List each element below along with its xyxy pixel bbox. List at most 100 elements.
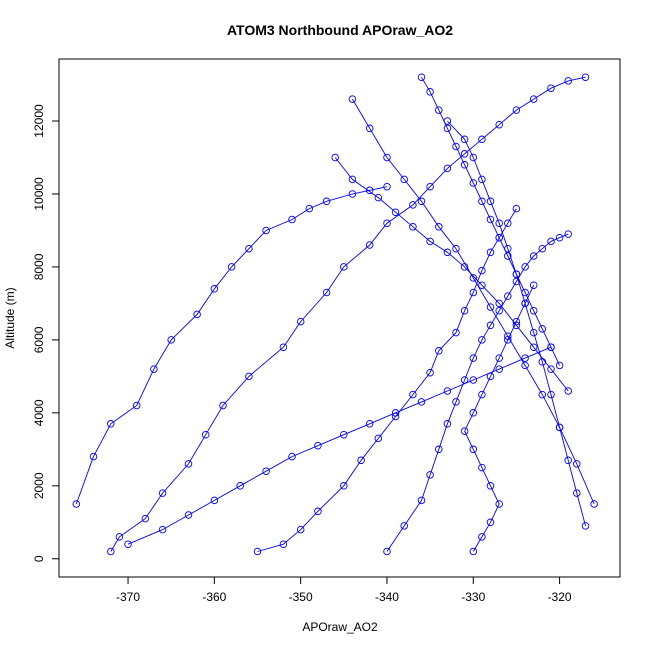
data-point [322, 288, 331, 297]
data-point [443, 164, 452, 173]
data-point [495, 219, 503, 227]
data-point [512, 270, 521, 278]
data-point [521, 263, 529, 271]
data-point [158, 489, 167, 497]
data-point [529, 95, 538, 103]
data-point [529, 281, 538, 289]
data-point [409, 390, 417, 399]
data-point [279, 540, 288, 548]
data-point [288, 215, 296, 224]
data-point [417, 496, 426, 505]
data-point [383, 219, 391, 227]
data-point [478, 281, 486, 289]
data-point [288, 452, 296, 461]
data-point [409, 223, 417, 231]
data-point [564, 456, 572, 465]
data-point [314, 441, 322, 450]
data-point [495, 299, 503, 308]
series-line-5 [352, 98, 595, 505]
data-point [486, 197, 495, 206]
y-tick-label: 0 [32, 555, 46, 562]
data-point [469, 288, 478, 297]
x-axis: -370 -360 -350 -340 -330 -320 [116, 576, 572, 604]
data-point [184, 460, 193, 468]
data-point [314, 507, 322, 516]
data-point [426, 182, 434, 191]
data-point [478, 533, 486, 541]
data-point [469, 354, 478, 362]
data-point [383, 153, 391, 162]
data-point [409, 201, 417, 209]
data-point [443, 124, 452, 133]
data-point [383, 547, 391, 556]
data-point [443, 420, 452, 428]
data-point [236, 482, 244, 490]
series-line-2 [257, 208, 517, 552]
data-point [201, 430, 210, 439]
data-point [555, 233, 564, 242]
chart-title: ATOM3 Northbound APOraw_AO2 [227, 22, 453, 38]
x-tick-label: -340 [375, 590, 399, 604]
data-point [521, 299, 529, 308]
data-point [158, 525, 167, 534]
x-tick-label: -350 [289, 590, 313, 604]
data-point [435, 347, 443, 355]
data-point [245, 372, 253, 381]
data-point [478, 390, 486, 399]
data-point [469, 409, 478, 417]
data-point [495, 120, 503, 129]
data-point [219, 401, 227, 410]
data-point [426, 237, 434, 246]
series-line-8 [464, 285, 535, 552]
data-point [132, 401, 141, 410]
data-point [435, 223, 443, 231]
data-point [504, 219, 512, 227]
data-point [400, 522, 408, 530]
data-point [167, 336, 175, 344]
data-point [245, 244, 253, 253]
data-point [426, 471, 434, 479]
data-point [443, 387, 452, 395]
data-point [348, 175, 357, 184]
data-point [435, 445, 443, 454]
x-axis-label: APOraw_AO2 [302, 620, 378, 634]
data-point [331, 153, 339, 162]
data-point [391, 409, 400, 417]
data-point [417, 398, 426, 406]
data-point [469, 376, 478, 384]
data-point [486, 321, 495, 330]
data-point [460, 150, 469, 158]
data-point [547, 237, 555, 246]
data-point [469, 445, 478, 454]
data-point [486, 372, 495, 381]
data-point [529, 343, 538, 351]
data-point [478, 175, 486, 184]
data-point [504, 336, 512, 344]
data-point [478, 197, 486, 206]
data-point [486, 303, 495, 311]
data-point [365, 420, 374, 428]
data-point [521, 361, 529, 370]
data-point [227, 263, 236, 271]
data-point [547, 390, 555, 399]
data-point [452, 398, 460, 406]
series-line-6 [334, 157, 569, 392]
data-point [573, 460, 581, 468]
series-layer [72, 73, 598, 556]
data-point [89, 452, 98, 461]
data-point [417, 197, 426, 206]
data-point [426, 88, 434, 96]
data-point [495, 500, 503, 508]
data-point [262, 467, 270, 475]
data-point [279, 343, 288, 351]
data-point [460, 135, 469, 144]
x-tick-label: -330 [461, 590, 485, 604]
series-line-9 [421, 76, 561, 366]
x-tick-label: -320 [548, 590, 572, 604]
data-point [210, 496, 219, 505]
series-line-4 [447, 120, 586, 527]
data-point [322, 197, 331, 206]
data-point [486, 482, 495, 490]
data-point [340, 430, 348, 439]
